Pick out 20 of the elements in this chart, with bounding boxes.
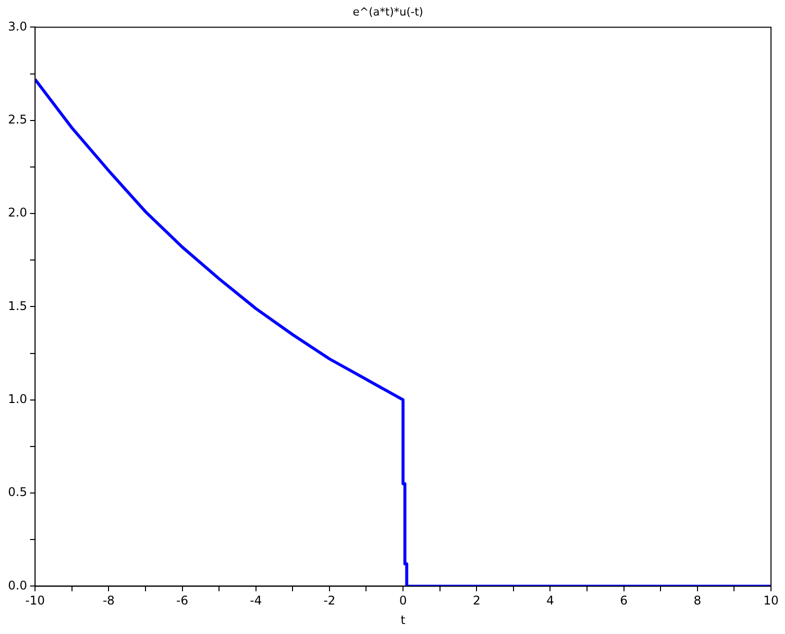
- y-tick-label: 2.5: [8, 112, 28, 126]
- x-tick-label: 6: [620, 594, 628, 608]
- x-tick-label: -8: [102, 594, 115, 608]
- x-tick-label: 0: [399, 594, 407, 608]
- x-tick-label: 2: [472, 594, 480, 608]
- x-tick-label: 4: [546, 594, 554, 608]
- y-tick-label: 2.0: [8, 206, 28, 220]
- y-tick-label: 1.0: [8, 392, 28, 406]
- chart-title: e^(a*t)*u(-t): [352, 5, 424, 18]
- y-tick-label: 0.5: [8, 485, 28, 500]
- x-tick-label: -10: [25, 594, 45, 608]
- y-tick-label: 3.0: [8, 19, 28, 34]
- x-tick-label: 8: [694, 594, 702, 608]
- x-axis-title: t: [400, 612, 406, 627]
- y-tick-label: 0.0: [8, 578, 28, 592]
- x-tick-label: 10: [763, 594, 779, 608]
- x-tick-label: -2: [323, 594, 336, 608]
- x-tick-label: -6: [176, 594, 188, 608]
- y-tick-label: 1.5: [8, 298, 28, 313]
- x-tick-label: -4: [250, 594, 262, 608]
